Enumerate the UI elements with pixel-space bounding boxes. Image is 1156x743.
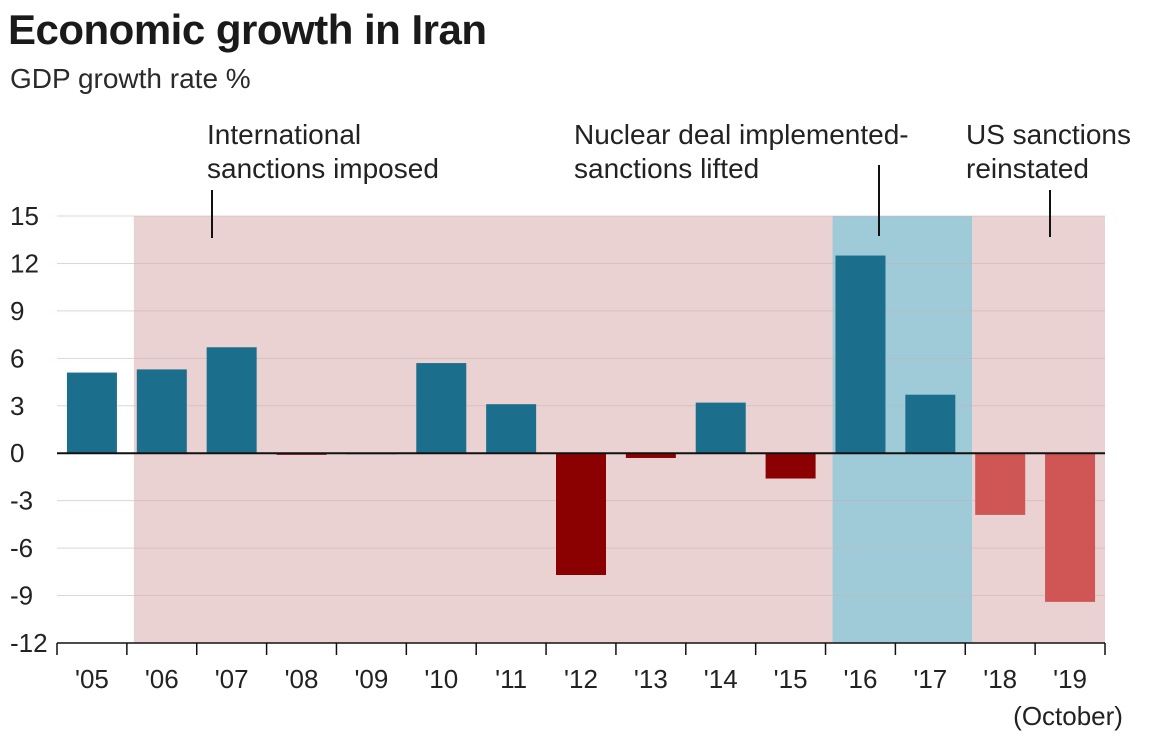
y-tick-label: 9: [10, 296, 24, 326]
x-tick-label: '06: [145, 664, 179, 694]
y-tick-label: 15: [10, 201, 39, 231]
x-tick-label: '19: [1053, 664, 1087, 694]
bar-06: [136, 369, 187, 454]
x-tick-label: '08: [285, 664, 319, 694]
x-tick-label: '13: [634, 664, 668, 694]
x-footnote: (October): [1013, 701, 1123, 731]
annotation-line: International: [207, 119, 362, 150]
annotation-line: Nuclear deal implemented-: [574, 119, 909, 150]
bar-19: [1045, 453, 1096, 602]
bar-07: [206, 347, 257, 454]
y-tick-label: 3: [10, 391, 24, 421]
y-tick-label: -9: [10, 581, 33, 611]
bar-18: [975, 453, 1026, 515]
x-tick-label: '15: [774, 664, 808, 694]
annotation-sanctions-lifted: Nuclear deal implemented- sanctions lift…: [574, 118, 909, 186]
x-tick-label: '17: [913, 664, 947, 694]
bar-13: [625, 453, 676, 458]
x-tick-label: '10: [424, 664, 458, 694]
chart-title: Economic growth in Iran: [8, 6, 487, 53]
y-tick-label: 12: [10, 248, 39, 278]
annotation-sanctions-imposed: International sanctions imposed: [207, 118, 439, 186]
y-tick-label: -3: [10, 486, 33, 516]
x-tick-label: '09: [354, 664, 388, 694]
annotation-line: US sanctions: [966, 119, 1131, 150]
bar-16: [835, 255, 886, 454]
bar-12: [556, 453, 606, 575]
x-tick-label: '11: [495, 664, 527, 694]
y-tick-label: -6: [10, 533, 33, 563]
annotation-line: reinstated: [966, 153, 1089, 184]
bar-05: [66, 372, 117, 454]
chart-subtitle: GDP growth rate %: [10, 63, 251, 94]
x-tick-label: '18: [983, 664, 1017, 694]
annotation-line: sanctions lifted: [574, 153, 760, 184]
y-tick-label: 0: [10, 438, 24, 468]
x-tick-label: '07: [215, 664, 249, 694]
annotation-line: sanctions imposed: [207, 153, 439, 184]
x-tick-label: '16: [844, 664, 878, 694]
bar-11: [486, 404, 537, 454]
bar-15: [765, 453, 816, 479]
bar-17: [905, 394, 956, 454]
bar-14: [695, 402, 746, 454]
x-tick-label: '05: [75, 664, 109, 694]
x-tick-label: '14: [704, 664, 738, 694]
y-tick-label: 6: [10, 343, 24, 373]
annotation-sanctions-reinstated: US sanctions reinstated: [966, 118, 1131, 186]
y-tick-label: -12: [10, 628, 48, 658]
bar-10: [416, 363, 467, 454]
x-tick-label: '12: [564, 664, 598, 694]
